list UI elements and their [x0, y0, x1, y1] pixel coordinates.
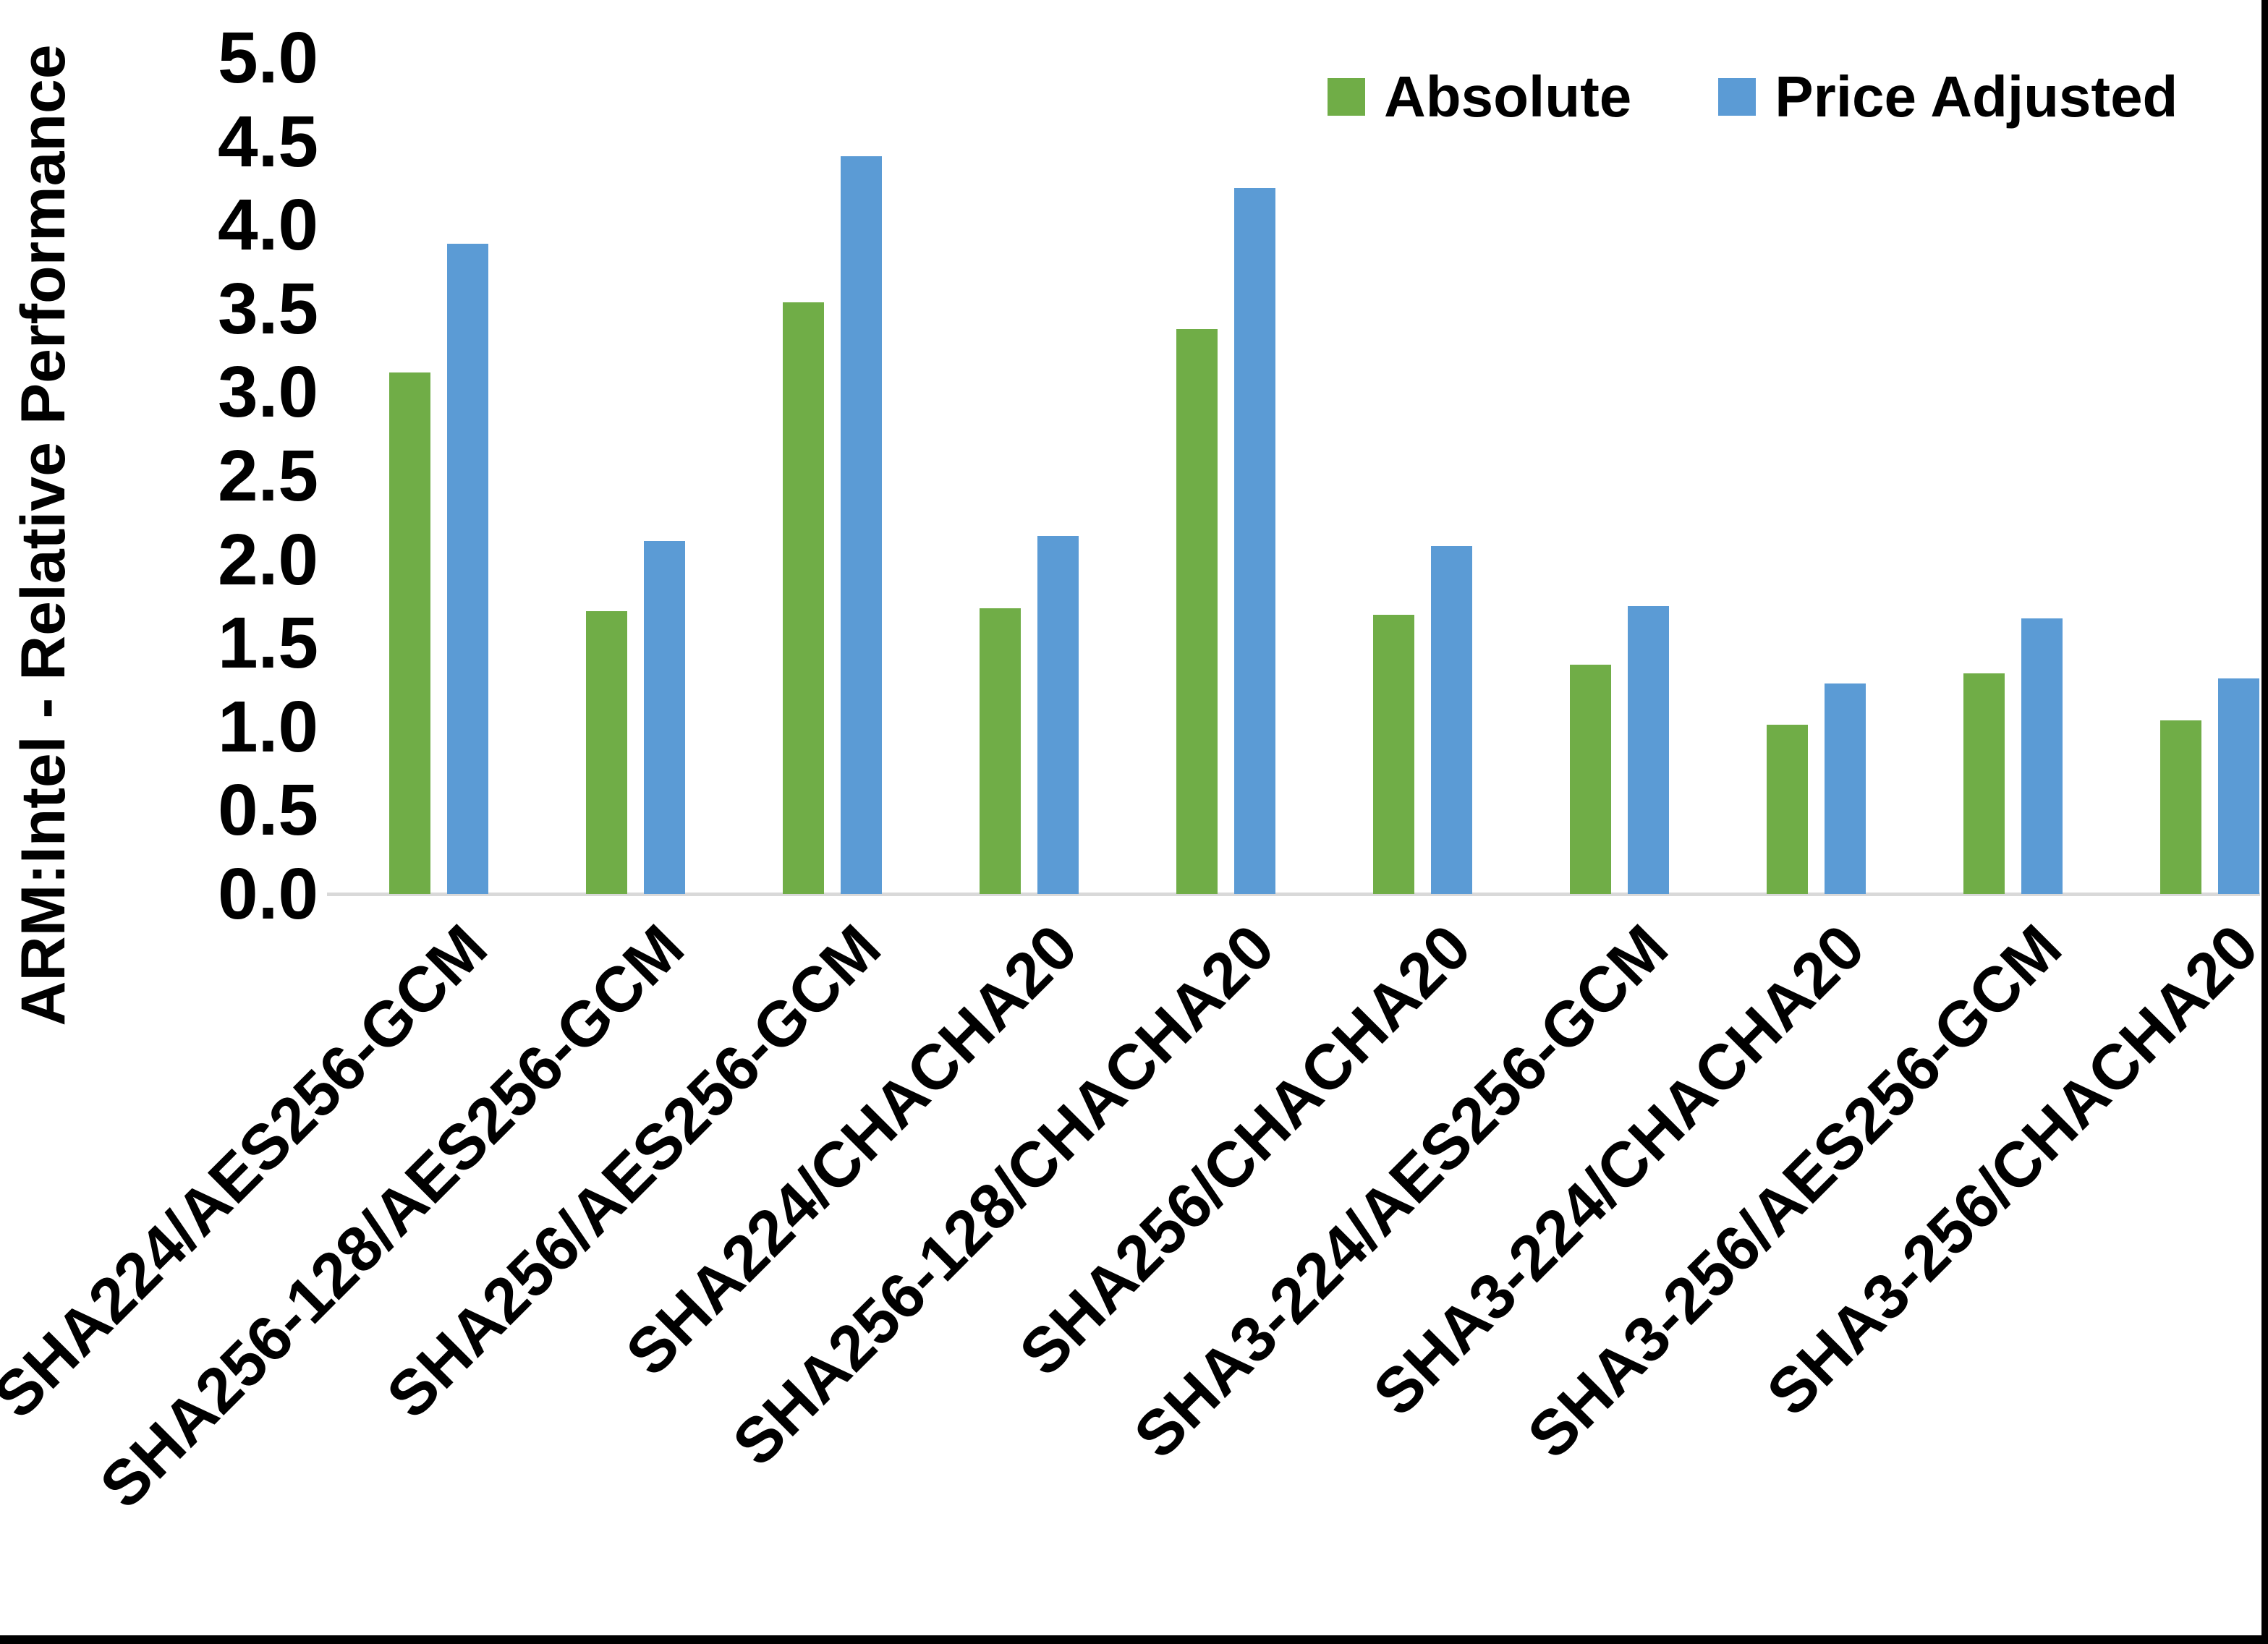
- bar-price-adjusted: [1037, 536, 1079, 894]
- bar-price-adjusted: [1234, 188, 1275, 894]
- bar-price-adjusted: [2021, 618, 2063, 894]
- y-tick-label: 1.0: [217, 686, 318, 767]
- frame-border-bottom: [0, 1635, 2268, 1644]
- bar-absolute: [1373, 615, 1414, 894]
- legend: Absolute Price Adjusted: [1328, 64, 2178, 129]
- legend-swatch-absolute-icon: [1328, 78, 1365, 116]
- bar-price-adjusted: [1825, 683, 1866, 894]
- bar-price-adjusted: [1431, 546, 1472, 894]
- y-tick-label: 5.0: [217, 17, 318, 98]
- legend-swatch-price-adjusted-icon: [1718, 78, 1757, 116]
- y-axis-title: ARM:Intel - Relative Performance: [9, 44, 78, 1026]
- bar-absolute: [980, 608, 1021, 894]
- bar-absolute: [586, 611, 627, 894]
- bar-price-adjusted: [1628, 606, 1669, 894]
- y-tick-label: 2.5: [217, 435, 318, 516]
- y-tick-label: 0.0: [217, 853, 318, 934]
- frame-border-right: [2261, 0, 2268, 1644]
- x-axis-line: [327, 893, 2260, 896]
- y-tick-label: 4.5: [217, 101, 318, 182]
- legend-label-absolute: Absolute: [1384, 64, 1632, 129]
- legend-label-price-adjusted: Price Adjusted: [1775, 64, 2178, 129]
- y-tick-label: 1.5: [217, 602, 318, 684]
- bar-price-adjusted: [2218, 678, 2259, 894]
- bar-price-adjusted: [841, 156, 882, 894]
- bar-absolute: [2160, 720, 2201, 894]
- bar-price-adjusted: [447, 244, 488, 894]
- bar-absolute: [783, 302, 824, 894]
- bar-absolute: [1767, 725, 1808, 894]
- y-tick-label: 4.0: [217, 184, 318, 266]
- bar-absolute: [1176, 329, 1218, 894]
- y-tick-label: 0.5: [217, 770, 318, 851]
- y-tick-label: 2.0: [217, 519, 318, 600]
- bar-price-adjusted: [644, 541, 685, 894]
- y-tick-label: 3.0: [217, 352, 318, 433]
- bar-absolute: [1570, 665, 1611, 894]
- y-tick-label: 3.5: [217, 268, 318, 349]
- bar-absolute: [1963, 673, 2005, 894]
- bar-absolute: [389, 372, 430, 894]
